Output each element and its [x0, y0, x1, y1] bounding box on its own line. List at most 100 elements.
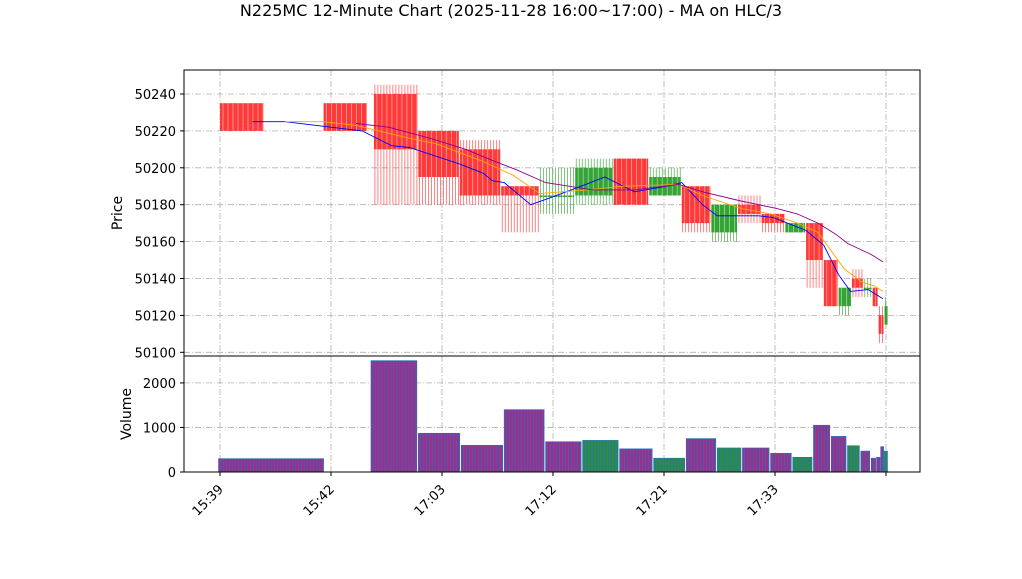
volume-bar [218, 458, 324, 473]
candle [838, 287, 851, 316]
candle [649, 167, 681, 196]
volume-bar-body [218, 458, 324, 473]
x-axis-ticks: 15:39 15:42 17:03 17:12 17:21 17:33 [190, 472, 887, 519]
volume-bar [545, 441, 582, 473]
volume-bar-body [545, 441, 582, 473]
candle-body [884, 306, 888, 325]
x-tick-label: 15:39 [190, 482, 227, 519]
candle-body [613, 158, 649, 205]
candle-body [220, 103, 264, 131]
moving-average-line [356, 123, 884, 263]
volume-bar [460, 444, 503, 473]
volume-bar [619, 448, 653, 473]
candle [539, 167, 575, 214]
price-tick-label: 50160 [135, 236, 176, 251]
x-tick-label: 15:42 [301, 482, 338, 519]
volume-bar [418, 432, 461, 473]
volume-bar-body [860, 450, 871, 473]
volume-axis-ticks: 0 1000 2000 [143, 377, 184, 481]
x-tick-label: 17:03 [412, 482, 449, 519]
candle-body [681, 186, 711, 224]
candle [863, 278, 872, 297]
price-axis-ticks: 50100 50120 50140 50160 50180 50200 50220 50240 [135, 88, 184, 361]
candle [884, 296, 888, 325]
volume-axis-label: Volume [119, 388, 135, 440]
volume-bar [653, 457, 686, 473]
candle-body [761, 213, 785, 224]
moving-averages [252, 121, 884, 300]
volume-bar-body [742, 447, 770, 473]
candle [851, 269, 863, 297]
volume-bar-body [770, 452, 792, 473]
candle-body [418, 130, 459, 178]
candle-body [501, 186, 539, 196]
candle-body [878, 315, 884, 334]
volume-bar [813, 424, 831, 473]
volume-bar [742, 447, 770, 473]
candle [878, 306, 884, 344]
candle-body [738, 204, 761, 214]
volume-bars [218, 360, 888, 473]
moving-average-line [252, 121, 884, 300]
candle-body [838, 287, 851, 307]
price-tick-label: 50240 [135, 88, 176, 103]
candle [806, 223, 823, 288]
volume-bar [716, 447, 742, 473]
volume-bar-body [653, 457, 686, 473]
candle-body [872, 287, 878, 307]
candle [738, 195, 761, 224]
candle-body [785, 223, 806, 233]
candle-body [851, 278, 863, 288]
candle [459, 140, 501, 205]
candle-body [806, 223, 823, 261]
x-tick-label: 17:33 [745, 482, 782, 519]
volume-bar-body [582, 440, 619, 473]
volume-bar [770, 452, 792, 473]
candlesticks [220, 84, 888, 344]
candle [220, 103, 264, 131]
volume-bar-body [792, 457, 813, 473]
volume-bar [876, 457, 881, 473]
volume-bar [582, 440, 619, 473]
candle [501, 186, 539, 233]
candle [373, 84, 418, 205]
candle [711, 204, 737, 242]
x-tick-label: 17:12 [523, 482, 560, 519]
chart-title: N225MC 12-Minute Chart (2025-11-28 16:00… [240, 1, 782, 20]
volume-tick-label: 2000 [143, 377, 176, 392]
candle [823, 260, 838, 307]
volume-bar [792, 457, 813, 473]
candle-body [539, 195, 575, 197]
volume-bar [685, 438, 717, 473]
price-tick-label: 50100 [135, 346, 176, 361]
price-tick-label: 50180 [135, 199, 176, 214]
volume-bar [503, 409, 545, 473]
price-tick-label: 50220 [135, 125, 176, 140]
candle [418, 130, 459, 205]
volume-tick-label: 0 [168, 466, 176, 481]
candle-body [863, 287, 872, 290]
volume-bar-body [460, 444, 503, 473]
price-tick-label: 50200 [135, 162, 176, 177]
volume-bar [847, 445, 860, 473]
candle [872, 287, 878, 307]
volume-bar-body [880, 446, 884, 473]
volume-tick-label: 1000 [143, 421, 176, 436]
volume-bar [880, 446, 884, 473]
volume-bar-body [883, 450, 888, 473]
candle-body [823, 260, 838, 307]
volume-bar [830, 436, 847, 473]
volume-panel-frame [183, 355, 921, 473]
candle [681, 186, 711, 233]
candle [613, 158, 649, 205]
volume-bar-body [685, 438, 717, 473]
price-panel-frame [183, 69, 921, 357]
x-tick-label: 17:21 [634, 482, 671, 519]
volume-bar [870, 457, 876, 473]
volume-bar [370, 360, 418, 473]
volume-bar [860, 450, 871, 473]
price-tick-label: 50140 [135, 273, 176, 288]
candle-body [373, 93, 418, 150]
